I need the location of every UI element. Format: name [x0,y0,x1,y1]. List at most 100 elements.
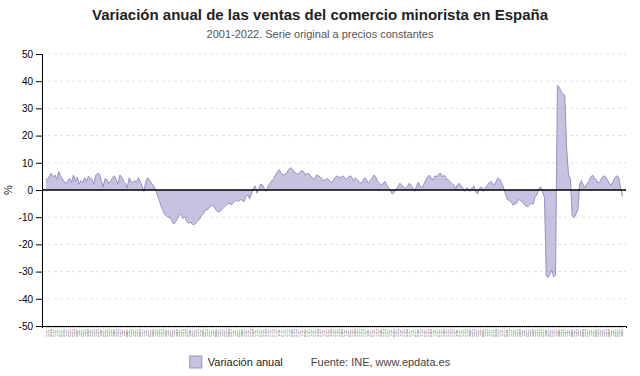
x-tick-mark [391,326,392,328]
y-axis-title: % [2,185,14,195]
x-tick-mark [166,326,167,328]
x-tick-mark [315,326,316,328]
x-tick-mark [548,326,549,328]
x-tick-mark [239,326,240,328]
x-tick-mark [353,326,354,328]
x-tick-mark [92,326,93,328]
x-tick-mark [544,326,545,328]
grid-line [42,271,626,272]
x-tick-mark [313,326,314,328]
x-tick-mark [307,326,308,328]
x-tick-mark [316,326,317,328]
x-tick-mark [611,326,612,328]
x-tick-mark [229,326,230,328]
x-tick-mark [264,326,265,328]
x-tick-mark [233,326,234,328]
x-tick-mark [415,326,416,328]
x-tick-mark [285,326,286,328]
y-tick-mark [36,299,42,300]
x-tick-mark [172,326,173,328]
x-tick-mark [142,326,143,328]
x-tick-mark [580,326,581,328]
x-tick-mark [417,326,418,328]
x-tick-mark [389,326,390,328]
y-tick: 20 [22,130,42,141]
x-tick-mark [531,326,532,328]
x-tick-mark [75,326,76,328]
x-tick-mark [298,326,299,328]
x-tick-mark [339,326,340,328]
x-tick-mark [46,326,47,328]
y-tick-label: -20 [19,239,34,250]
x-tick-mark [277,326,278,328]
x-tick-mark [606,326,607,328]
x-tick-mark [431,326,432,328]
x-tick-mark [594,326,595,328]
x-tick-mark [187,326,188,328]
x-tick-mark [554,326,555,328]
x-tick-mark [602,326,603,328]
x-axis: 2001/ene.2001/feb.2001/mar.2001/abr.2001… [43,326,627,337]
x-tick-mark [255,326,256,328]
x-tick-mark [133,326,134,328]
x-tick-mark [481,326,482,328]
x-tick-mark [292,326,293,328]
x-tick-mark [220,326,221,328]
x-tick-mark [289,326,290,328]
x-tick-mark [161,326,162,328]
x-tick-mark [170,326,171,328]
x-tick-mark [261,326,262,328]
x-tick-mark [135,326,136,328]
x-tick-mark [48,326,49,328]
x-tick-mark [235,326,236,328]
x-tick-mark [461,326,462,328]
x-tick-mark [112,326,113,328]
x-tick-mark [222,326,223,328]
x-tick-mark [348,326,349,328]
x-tick-mark [518,326,519,328]
x-tick-mark [493,326,494,328]
x-tick-mark [576,326,577,328]
x-tick-mark [324,326,325,328]
x-tick-mark [387,326,388,328]
y-tick-label: 0 [27,185,33,196]
x-tick-mark [259,326,260,328]
x-tick-mark [322,326,323,328]
x-tick-mark [224,326,225,328]
x-tick-mark [402,326,403,328]
x-tick-mark [194,326,195,328]
x-tick-mark [444,326,445,328]
x-tick-mark [567,326,568,328]
x-tick-mark [231,326,232,328]
x-tick-mark [546,326,547,328]
x-tick-mark [240,326,241,328]
y-tick-label: 50 [22,49,34,60]
x-tick-mark [379,326,380,328]
y-tick-label: -30 [19,266,34,277]
x-tick-mark [480,326,481,328]
x-tick-mark [192,326,193,328]
x-tick-mark [420,326,421,328]
y-tick-label: -10 [19,212,34,223]
x-tick-mark [109,326,110,328]
y-tick-label: -40 [19,294,34,305]
x-tick-mark [617,326,618,328]
line [46,85,623,277]
grid [42,54,626,326]
x-tick-mark [62,326,63,328]
x-tick-mark [357,326,358,328]
y-tick-mark [36,136,42,137]
x-tick-mark [276,326,277,328]
x-tick-mark [422,326,423,328]
x-tick-mark [209,326,210,328]
x-tick-mark [398,326,399,328]
x-tick-mark [570,326,571,328]
x-tick-mark [583,326,584,328]
x-tick-mark [622,326,623,328]
x-tick-mark [535,326,536,328]
x-tick-mark [585,326,586,328]
x-tick-mark [526,326,527,328]
x-tick-mark [200,326,201,328]
x-tick-mark [68,326,69,328]
x-tick-mark [101,326,102,328]
